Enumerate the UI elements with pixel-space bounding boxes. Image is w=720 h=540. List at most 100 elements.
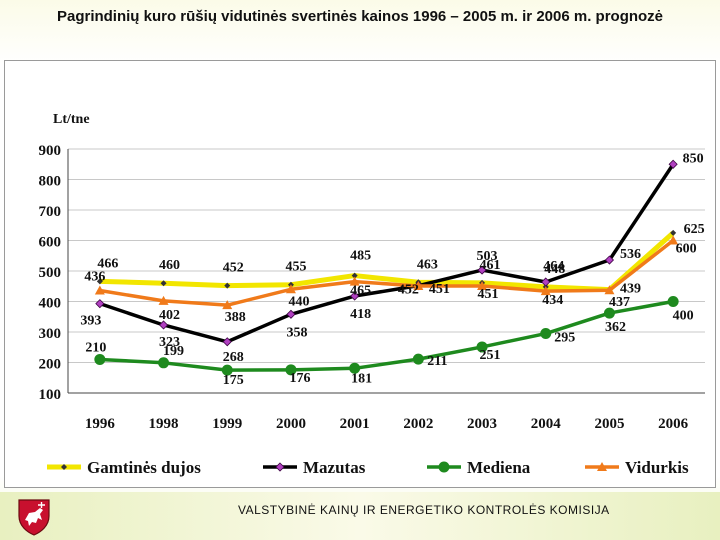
data-point	[670, 229, 677, 236]
data-label: 176	[289, 371, 310, 386]
legend-marker	[275, 462, 285, 472]
data-point	[222, 337, 232, 347]
page-title: Pagrindinių kuro rūšių vidutinės svertin…	[56, 8, 664, 25]
data-point	[158, 320, 169, 330]
y-tick-label: 200	[39, 357, 62, 373]
chart-frame: 100 200 300 400 500 600 700 800 900 Lt/tne 1996 199…	[4, 60, 716, 488]
data-label: 461	[480, 258, 501, 273]
data-label: 210	[85, 340, 106, 355]
legend-label: Mazutas	[303, 458, 366, 477]
data-point	[412, 353, 424, 365]
data-label: 268	[223, 350, 244, 365]
legend-marker	[61, 464, 67, 470]
data-point	[476, 341, 488, 353]
data-label: 436	[84, 270, 105, 285]
data-label: 466	[97, 256, 118, 271]
data-point	[477, 280, 488, 290]
x-tick-label: 2006	[658, 416, 689, 432]
data-label: 463	[417, 257, 438, 272]
footer-bar	[0, 492, 720, 540]
data-label: 625	[684, 222, 705, 237]
footer-organization: VALSTYBINĖ KAINŲ IR ENERGETIKO KONTROLĖS…	[238, 503, 610, 517]
x-tick-label: 2003	[467, 416, 497, 432]
y-tick-label: 600	[39, 235, 62, 251]
series-line	[99, 299, 674, 372]
data-label: 418	[350, 307, 371, 322]
data-point	[668, 235, 679, 245]
data-point	[285, 284, 296, 294]
data-label: 437	[609, 295, 630, 310]
data-point	[95, 299, 105, 309]
y-tick-label: 300	[39, 326, 62, 342]
data-label: 393	[80, 314, 101, 329]
x-tick-label: 2001	[340, 416, 370, 432]
data-point	[604, 285, 615, 295]
data-label: 451	[429, 282, 450, 297]
line-chart: 100 200 300 400 500 600 700 800 900 Lt/tne 1996 199…	[39, 112, 705, 477]
y-tick-label: 100	[39, 387, 62, 403]
data-label: 451	[478, 287, 499, 302]
y-tick-label: 400	[39, 296, 62, 312]
data-label: 181	[351, 371, 372, 386]
data-point	[221, 364, 233, 376]
data-point	[160, 280, 167, 287]
data-label: 251	[480, 348, 501, 363]
x-tick-label: 1999	[212, 416, 242, 432]
data-point	[413, 280, 424, 290]
data-point	[604, 255, 615, 265]
data-label: 850	[683, 151, 704, 166]
data-point	[349, 362, 361, 374]
data-label: 455	[285, 260, 306, 275]
y-tick-label: 700	[39, 204, 62, 220]
data-point	[96, 278, 103, 285]
data-point	[222, 300, 233, 310]
data-label: 211	[427, 354, 447, 369]
data-point	[94, 285, 105, 295]
data-point	[286, 309, 296, 319]
series-line	[99, 231, 675, 293]
data-point	[668, 159, 678, 169]
data-label: 460	[159, 258, 180, 273]
data-label: 199	[163, 344, 184, 359]
y-axis-label: Lt/tne	[53, 112, 90, 127]
vytis-coat-of-arms-icon	[18, 499, 50, 536]
data-point	[667, 296, 679, 307]
data-point	[158, 357, 170, 369]
data-point	[224, 282, 231, 289]
data-label: 452	[398, 283, 419, 298]
x-tick-label: 2000	[276, 416, 306, 432]
data-label: 440	[288, 294, 309, 309]
legend-label: Vidurkis	[625, 458, 689, 477]
data-point	[349, 276, 360, 286]
data-point	[540, 286, 551, 296]
legend-label: Gamtinės dujos	[87, 458, 201, 477]
data-point	[350, 291, 360, 301]
x-tick-label: 1996	[85, 416, 116, 432]
data-label: 464	[543, 259, 564, 274]
data-label: 388	[225, 310, 246, 325]
y-tick-label: 800	[39, 174, 62, 190]
y-tick-label: 900	[39, 143, 62, 159]
series-line	[99, 239, 675, 307]
data-label: 439	[620, 282, 641, 297]
data-label: 465	[350, 284, 371, 299]
x-tick-label: 2005	[594, 416, 624, 432]
data-label: 448	[544, 262, 565, 277]
data-label: 434	[542, 293, 563, 308]
legend-marker	[438, 461, 450, 473]
x-tick-label: 2002	[403, 416, 433, 432]
data-label: 295	[554, 331, 575, 346]
x-tick-label: 2004	[531, 416, 562, 432]
data-point	[351, 272, 358, 279]
data-label: 175	[223, 373, 244, 388]
data-label: 485	[350, 249, 371, 264]
data-point	[94, 353, 106, 365]
legend-marker	[597, 462, 607, 471]
y-tick-label: 500	[39, 265, 62, 281]
series-line	[99, 163, 675, 344]
data-point	[541, 277, 551, 287]
data-label: 402	[159, 308, 180, 323]
data-label: 362	[605, 320, 626, 335]
data-label: 536	[620, 247, 641, 262]
data-point	[603, 307, 615, 319]
